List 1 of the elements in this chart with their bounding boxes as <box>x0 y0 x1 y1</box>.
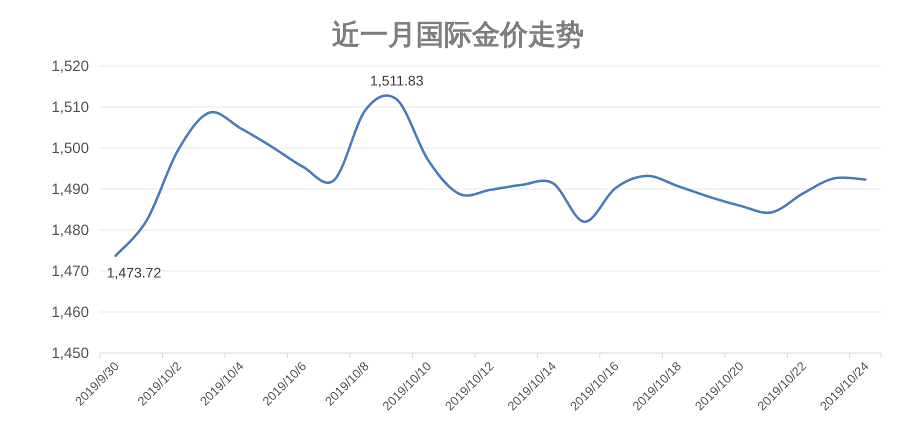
title: 近一月国际金价走势 <box>332 19 584 50</box>
